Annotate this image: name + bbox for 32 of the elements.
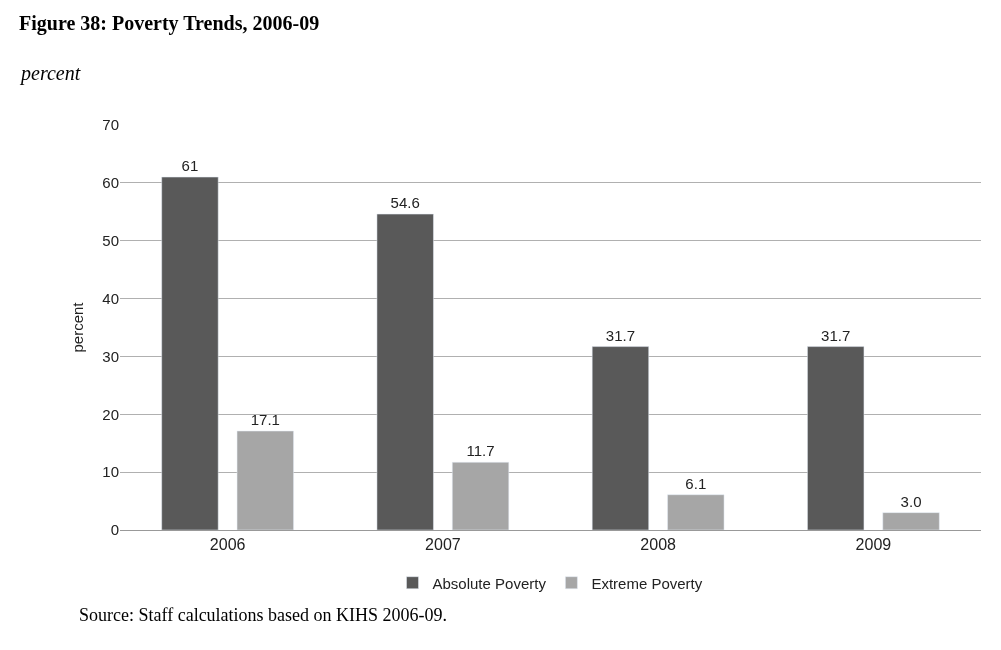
data-label: 31.7 xyxy=(821,326,851,344)
bar xyxy=(161,176,219,530)
x-tick-label: 2007 xyxy=(425,536,461,554)
data-label: 31.7 xyxy=(605,326,636,344)
y-tick-label: 60 xyxy=(102,174,119,192)
x-tick-label: 2008 xyxy=(640,536,677,554)
y-axis-title: percent xyxy=(68,301,86,353)
x-tick-label: 2006 xyxy=(209,536,246,554)
source-note: Source: Staff calculations based on KIHS 2006-09. xyxy=(79,605,448,625)
y-tick-label: 40 xyxy=(102,289,119,307)
y-tick-label: 70 xyxy=(102,116,119,134)
data-label: 3.0 xyxy=(900,492,922,510)
data-label: 17.1 xyxy=(250,411,280,429)
y-tick-label: 10 xyxy=(102,463,119,481)
y-tick-label: 50 xyxy=(102,231,119,249)
bar xyxy=(376,213,434,530)
chart-title: Figure 38: Poverty Trends, 2006-09 xyxy=(19,12,320,35)
bar xyxy=(591,346,649,530)
legend-label: Absolute Poverty xyxy=(432,574,547,592)
data-label: 11.7 xyxy=(466,442,495,460)
chart-subtitle: percent xyxy=(19,62,81,85)
legend-label: Extreme Poverty xyxy=(591,574,703,592)
y-tick-label: 0 xyxy=(110,521,119,539)
x-tick-label: 2009 xyxy=(855,536,892,554)
bar xyxy=(882,512,940,530)
bar xyxy=(667,494,725,530)
data-label: 54.6 xyxy=(390,194,420,212)
bar xyxy=(807,346,865,530)
data-label: 61 xyxy=(181,157,199,175)
data-label: 6.1 xyxy=(685,474,707,492)
y-tick-label: 20 xyxy=(102,405,119,423)
y-tick-label: 30 xyxy=(102,347,119,365)
